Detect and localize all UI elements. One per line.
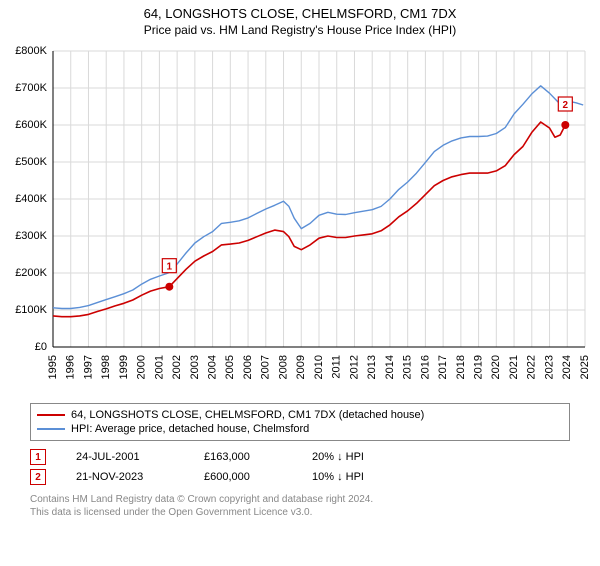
svg-text:£300K: £300K <box>15 230 47 242</box>
sale-delta: 10% ↓ HPI <box>312 471 432 483</box>
sale-price: £163,000 <box>204 451 304 463</box>
sales-row: 2 21-NOV-2023 £600,000 10% ↓ HPI <box>30 467 570 487</box>
chart-subtitle: Price paid vs. HM Land Registry's House … <box>0 23 600 37</box>
svg-text:2022: 2022 <box>526 355 538 379</box>
legend-item-hpi: HPI: Average price, detached house, Chel… <box>37 422 563 436</box>
footer-line-1: Contains HM Land Registry data © Crown c… <box>30 493 570 506</box>
svg-text:2020: 2020 <box>490 355 502 379</box>
svg-text:£600K: £600K <box>15 119 47 131</box>
sale-date: 24-JUL-2001 <box>54 451 196 463</box>
chart-title: 64, LONGSHOTS CLOSE, CHELMSFORD, CM1 7DX <box>0 6 600 21</box>
legend-label-hpi: HPI: Average price, detached house, Chel… <box>71 423 309 435</box>
svg-text:1996: 1996 <box>65 355 77 379</box>
svg-text:2025: 2025 <box>579 355 591 379</box>
svg-text:2023: 2023 <box>543 355 555 379</box>
svg-text:2019: 2019 <box>473 355 485 379</box>
sales-row: 1 24-JUL-2001 £163,000 20% ↓ HPI <box>30 447 570 467</box>
svg-text:1997: 1997 <box>82 355 94 379</box>
svg-text:2005: 2005 <box>224 355 236 379</box>
svg-text:2002: 2002 <box>171 355 183 379</box>
svg-text:1999: 1999 <box>118 355 130 379</box>
line-chart-svg: £0 £100K £200K £300K £400K £500K £600K £700K £80… <box>5 41 595 395</box>
footer-line-2: This data is licensed under the Open Gov… <box>30 506 570 519</box>
sale-date: 21-NOV-2023 <box>54 471 196 483</box>
footer-attribution: Contains HM Land Registry data © Crown c… <box>30 493 570 519</box>
svg-text:2012: 2012 <box>348 355 360 379</box>
svg-text:2021: 2021 <box>508 355 520 379</box>
svg-text:£200K: £200K <box>15 267 47 279</box>
svg-text:2003: 2003 <box>189 355 201 379</box>
sale-price: £600,000 <box>204 471 304 483</box>
sale-marker-box: 2 <box>30 469 46 485</box>
legend-label-property: 64, LONGSHOTS CLOSE, CHELMSFORD, CM1 7DX… <box>71 409 424 421</box>
svg-text:2006: 2006 <box>242 355 254 379</box>
svg-text:2009: 2009 <box>295 355 307 379</box>
svg-text:2013: 2013 <box>366 355 378 379</box>
svg-text:2014: 2014 <box>384 355 396 379</box>
svg-text:2000: 2000 <box>136 355 148 379</box>
svg-text:2: 2 <box>563 100 569 111</box>
svg-text:2011: 2011 <box>331 355 343 379</box>
svg-text:2004: 2004 <box>207 355 219 379</box>
svg-text:2017: 2017 <box>437 355 449 379</box>
svg-text:£100K: £100K <box>15 304 47 316</box>
svg-text:£700K: £700K <box>15 82 47 94</box>
svg-text:2018: 2018 <box>455 355 467 379</box>
svg-text:2007: 2007 <box>260 355 272 379</box>
svg-text:1: 1 <box>167 262 173 273</box>
svg-text:£400K: £400K <box>15 193 47 205</box>
legend-swatch-property <box>37 414 65 416</box>
svg-text:2008: 2008 <box>277 355 289 379</box>
legend-swatch-hpi <box>37 428 65 430</box>
legend-item-property: 64, LONGSHOTS CLOSE, CHELMSFORD, CM1 7DX… <box>37 408 563 422</box>
svg-text:£500K: £500K <box>15 156 47 168</box>
sale-delta: 20% ↓ HPI <box>312 451 432 463</box>
svg-text:1998: 1998 <box>100 355 112 379</box>
svg-text:£0: £0 <box>35 341 47 353</box>
svg-text:1995: 1995 <box>47 355 59 379</box>
svg-text:£800K: £800K <box>15 45 47 57</box>
svg-text:2001: 2001 <box>153 355 165 379</box>
svg-text:2016: 2016 <box>419 355 431 379</box>
legend: 64, LONGSHOTS CLOSE, CHELMSFORD, CM1 7DX… <box>30 403 570 441</box>
svg-text:2010: 2010 <box>313 355 325 379</box>
svg-text:2015: 2015 <box>402 355 414 379</box>
sale-marker-box: 1 <box>30 449 46 465</box>
svg-text:2024: 2024 <box>561 355 573 379</box>
chart-area: £0 £100K £200K £300K £400K £500K £600K £700K £80… <box>5 41 595 395</box>
sales-table: 1 24-JUL-2001 £163,000 20% ↓ HPI 2 21-NOV-202… <box>30 447 570 487</box>
